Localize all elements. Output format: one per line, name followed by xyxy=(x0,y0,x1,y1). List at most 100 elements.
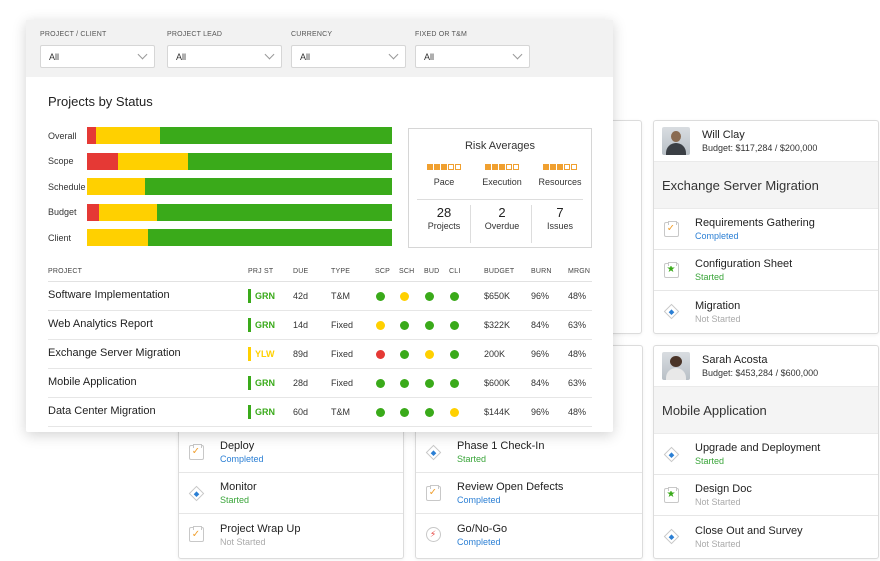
task-item[interactable]: ★ Design Doc Not Started xyxy=(654,475,878,516)
stacked-bar[interactable] xyxy=(87,152,392,170)
risk-stat-value: 2 xyxy=(498,205,506,220)
risk-stat-projects[interactable]: 28 Projects xyxy=(414,205,474,231)
column-header-mrgn[interactable]: MRGN xyxy=(568,268,591,275)
column-header-prj-st[interactable]: PRJ ST xyxy=(248,268,274,275)
stacked-bar[interactable] xyxy=(87,203,392,221)
risk-stat-issues[interactable]: 7 Issues xyxy=(530,205,590,231)
card-header: Sarah Acosta Budget: $453,284 / $600,000 xyxy=(654,346,878,386)
task-item[interactable]: Phase 1 Check-In Started xyxy=(416,432,642,473)
project-name[interactable]: Software Implementation xyxy=(48,289,170,301)
table-row[interactable]: Data Center Migration GRN 60d T&M $144K 96% 48… xyxy=(48,398,592,427)
table-row[interactable]: Web Analytics Report GRN 14d Fixed $322K 84% 6… xyxy=(48,311,592,340)
risk-square xyxy=(441,164,447,170)
task-item[interactable]: ✓ Review Open Defects Completed xyxy=(416,473,642,514)
project-status-badge: GRN xyxy=(248,318,275,332)
task-name: Go/No-Go xyxy=(457,522,508,535)
column-header-type[interactable]: TYPE xyxy=(331,268,351,275)
cell-budget: $144K xyxy=(484,407,511,417)
task-item[interactable]: ✓ Deploy Completed xyxy=(179,432,403,473)
bar-segment-yellow xyxy=(117,152,188,170)
clipboard-check-icon: ✓ xyxy=(188,443,204,460)
task-status: Not Started xyxy=(220,536,266,547)
task-item[interactable]: ★ Configuration Sheet Started xyxy=(654,250,878,291)
cell-burn: 96% xyxy=(531,291,550,301)
bar-segment-green xyxy=(148,229,392,246)
status-dot-cli xyxy=(450,379,459,388)
project-lead-select[interactable]: All xyxy=(167,45,282,68)
status-dot-cli xyxy=(450,321,459,330)
column-header-budget[interactable]: BUDGET xyxy=(484,268,515,275)
table-header: PROJECT PRJ ST DUE TYPE SCP SCH BUD CLI BUDGET BU… xyxy=(48,266,592,282)
risk-metric-resources: Resources xyxy=(530,164,590,187)
column-header-bud[interactable]: BUD xyxy=(424,268,440,275)
project-name[interactable]: Web Analytics Report xyxy=(48,318,153,330)
status-dot-sch xyxy=(400,408,409,417)
project-name[interactable]: Data Center Migration xyxy=(48,405,156,417)
divider xyxy=(417,199,583,200)
task-item[interactable]: Migration Not Started xyxy=(654,291,878,332)
project-client-select[interactable]: All xyxy=(40,45,155,68)
cell-budget: 200K xyxy=(484,349,506,359)
project-card-mobile[interactable]: Sarah Acosta Budget: $453,284 / $600,000… xyxy=(653,345,879,559)
bar-segment-yellow xyxy=(87,178,145,195)
risk-level-indicator xyxy=(472,164,532,172)
cell-due: 14d xyxy=(293,320,309,330)
column-header-due[interactable]: DUE xyxy=(293,268,309,275)
dashboard-panel: PROJECT / CLIENT All PROJECT LEAD All CU… xyxy=(26,20,613,432)
task-status: Started xyxy=(457,454,487,464)
table-row[interactable]: Mobile Application GRN 28d Fixed $600K 84% 63% xyxy=(48,369,592,398)
status-row-budget: Budget xyxy=(48,203,392,221)
task-item[interactable]: Close Out and Survey Not Started xyxy=(654,516,878,557)
stacked-bar[interactable] xyxy=(87,178,392,195)
status-dot-cli xyxy=(450,292,459,301)
risk-stat-overdue[interactable]: 2 Overdue xyxy=(472,205,532,231)
project-name[interactable]: Exchange Server Migration xyxy=(48,347,181,359)
project-card-exchange[interactable]: Will Clay Budget: $117,284 / $200,000 Ex… xyxy=(653,120,879,334)
column-header-project[interactable]: PROJECT xyxy=(48,268,83,275)
column-header-burn[interactable]: BURN xyxy=(531,268,552,275)
task-item[interactable]: Upgrade and Deployment Started xyxy=(654,434,878,475)
task-item[interactable]: Monitor Started xyxy=(179,473,403,514)
stacked-bar[interactable] xyxy=(87,127,392,144)
chevron-down-icon xyxy=(264,49,275,60)
bar-segment-yellow xyxy=(99,203,158,221)
status-code: GRN xyxy=(255,291,275,301)
task-item[interactable]: ⚡ Go/No-Go Completed xyxy=(416,514,642,555)
task-item[interactable]: ✓ Project Wrap Up Not Started xyxy=(179,514,403,555)
task-name: Upgrade and Deployment xyxy=(695,442,821,454)
column-header-cli[interactable]: CLI xyxy=(449,268,461,275)
risk-square xyxy=(564,164,570,170)
card-title[interactable]: Mobile Application xyxy=(654,386,878,434)
project-status-badge: GRN xyxy=(248,405,275,419)
table-row[interactable]: Software Implementation GRN 42d T&M $650K 96%… xyxy=(48,282,592,311)
section-title: Projects by Status xyxy=(48,94,153,109)
project-name[interactable]: Mobile Application xyxy=(48,376,137,388)
risk-stat-value: 7 xyxy=(556,205,564,220)
divider xyxy=(470,205,471,243)
card-title[interactable]: Exchange Server Migration xyxy=(654,161,878,209)
project-budget: Budget: $117,284 / $200,000 xyxy=(702,143,818,153)
status-indicator-bar xyxy=(248,347,251,361)
risk-square xyxy=(492,164,498,170)
task-name: Configuration Sheet xyxy=(695,258,793,270)
currency-select[interactable]: All xyxy=(291,45,406,68)
fixed-tm-select[interactable]: All xyxy=(415,45,530,68)
bar-label: Client xyxy=(48,232,72,243)
bar-segment-yellow xyxy=(96,127,161,144)
column-header-sch[interactable]: SCH xyxy=(399,268,415,275)
milestone-icon xyxy=(663,446,679,462)
task-item[interactable]: ✓ Requirements Gathering Completed xyxy=(654,209,878,250)
filter-fixed-tm: FIXED OR T&M All xyxy=(415,31,530,68)
task-name: Design Doc xyxy=(695,483,752,495)
project-lead-name: Sarah Acosta xyxy=(702,354,768,366)
stacked-bar[interactable] xyxy=(87,229,392,246)
milestone-icon xyxy=(663,528,679,545)
risk-level-indicator xyxy=(530,164,590,172)
bar-segment-green xyxy=(157,203,392,221)
project-status-badge: GRN xyxy=(248,376,275,390)
risk-title: Risk Averages xyxy=(464,140,536,152)
table-row[interactable]: Exchange Server Migration YLW 89d Fixed 200K… xyxy=(48,340,592,369)
column-header-scp[interactable]: SCP xyxy=(375,268,390,275)
risk-square xyxy=(543,164,549,170)
risk-square xyxy=(485,164,491,170)
